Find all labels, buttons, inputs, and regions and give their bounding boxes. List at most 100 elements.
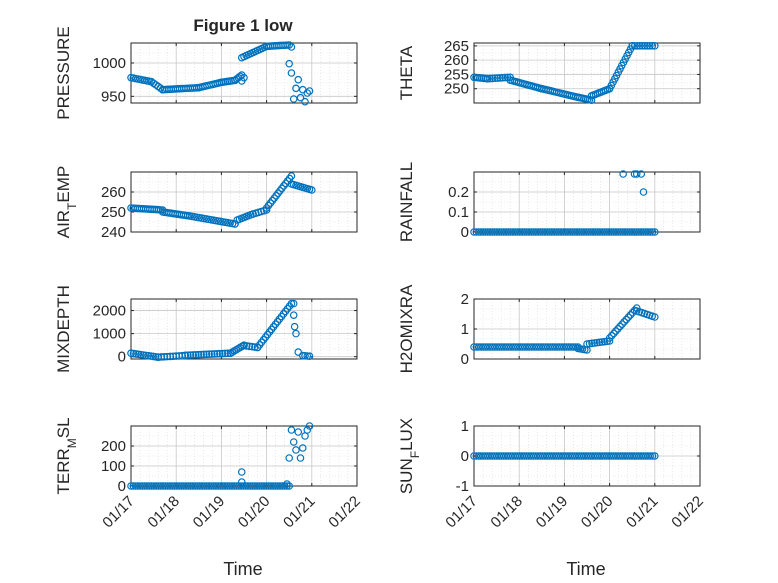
data-point	[285, 59, 294, 68]
data-point	[585, 339, 594, 348]
y-tick-label: 250	[101, 204, 126, 221]
y-axis-label: SUNFLUX	[397, 418, 422, 494]
subplot-rainfall: 0 0.1 0.2 RAINFALL	[397, 162, 701, 242]
data-point	[280, 482, 289, 490]
data-point	[648, 452, 657, 460]
data-point	[607, 331, 616, 340]
figure-title: Figure 1 low	[193, 16, 293, 35]
axes-box	[130, 171, 358, 233]
axes-box	[130, 298, 358, 360]
data-point	[646, 452, 655, 460]
y-tick-label: 260	[444, 52, 469, 69]
data-point	[285, 482, 294, 490]
grid	[473, 43, 701, 103]
data-point	[303, 89, 312, 97]
data-point	[208, 350, 216, 358]
data-point	[245, 342, 254, 351]
data-point	[650, 313, 659, 321]
y-tick-label: 255	[444, 66, 469, 83]
y-tick-label: 0	[461, 351, 469, 368]
data-point	[296, 93, 305, 102]
data-point	[650, 42, 659, 50]
data-point	[298, 444, 307, 452]
data-series	[470, 42, 659, 104]
data-point	[248, 342, 256, 351]
data-point	[289, 95, 298, 103]
data-point	[251, 343, 259, 351]
data-point	[638, 42, 647, 50]
data-point	[626, 311, 635, 319]
data-point	[650, 452, 659, 460]
data-point	[648, 42, 657, 50]
y-axis-label: AIRTEMP	[54, 166, 79, 239]
y-axis-label: THETA	[397, 45, 416, 100]
data-point	[184, 351, 192, 359]
x-axis-label-left: Time	[223, 559, 262, 579]
data-point	[646, 228, 655, 236]
data-point	[289, 299, 298, 308]
data-point	[590, 339, 599, 347]
data-point	[292, 446, 300, 454]
data-point	[292, 329, 300, 338]
data-point	[200, 350, 208, 359]
data-point	[231, 220, 239, 228]
data-point	[210, 350, 219, 358]
data-point	[287, 69, 296, 77]
data-point	[620, 318, 629, 326]
data-point	[223, 349, 232, 358]
y-tick-label: 1	[461, 321, 469, 338]
data-point	[283, 480, 291, 488]
data-point	[305, 352, 314, 361]
y-tick-label: 265	[444, 38, 469, 55]
data-point	[491, 74, 499, 83]
data-point	[616, 322, 624, 331]
data-point	[483, 74, 492, 83]
data-point	[186, 351, 195, 359]
data-point	[307, 186, 316, 194]
data-point	[289, 311, 298, 319]
subplot-pressure: 950 1000 PRESSURE	[54, 26, 358, 120]
y-tick-label: -1	[456, 478, 469, 495]
y-axis-label: MIXDEPTH	[54, 285, 73, 373]
data-series	[470, 452, 659, 460]
data-point	[640, 42, 649, 50]
y-tick-label: 0	[118, 478, 126, 495]
y-tick-label: 260	[101, 184, 126, 201]
data-point	[587, 96, 596, 104]
data-point	[588, 339, 596, 348]
subplot-mixdepth: 0 1000 2000 MIXDEPTH	[54, 285, 358, 373]
data-point	[609, 329, 618, 338]
data-point	[569, 343, 578, 351]
data-point	[305, 422, 314, 430]
y-tick-label: 950	[101, 88, 126, 105]
y-tick-label: 1	[461, 418, 469, 435]
data-point	[218, 349, 227, 358]
data-point	[619, 170, 627, 178]
data-point	[614, 324, 622, 333]
data-point	[290, 322, 299, 331]
data-point	[637, 170, 646, 178]
data-point	[240, 73, 248, 82]
data-point	[618, 320, 626, 328]
data-point	[645, 42, 654, 50]
subplot-air-temp: 240 250 260 AIRTEMP	[54, 166, 358, 241]
data-series	[127, 172, 316, 228]
data-point	[488, 74, 497, 83]
data-point	[287, 426, 296, 434]
grid	[130, 299, 358, 359]
data-point	[294, 428, 303, 436]
data-point	[624, 313, 633, 322]
data-point	[303, 426, 312, 434]
data-point	[289, 438, 298, 446]
data-series	[127, 299, 314, 361]
data-point	[236, 72, 244, 81]
x-axis-label-right: Time	[566, 559, 605, 579]
data-point	[630, 42, 639, 50]
data-point	[242, 342, 251, 350]
data-point	[213, 350, 221, 358]
subplot-h2omixra: 0 1 2 H2OMIXRA	[397, 284, 701, 373]
data-point	[189, 351, 198, 359]
data-series	[127, 41, 314, 106]
